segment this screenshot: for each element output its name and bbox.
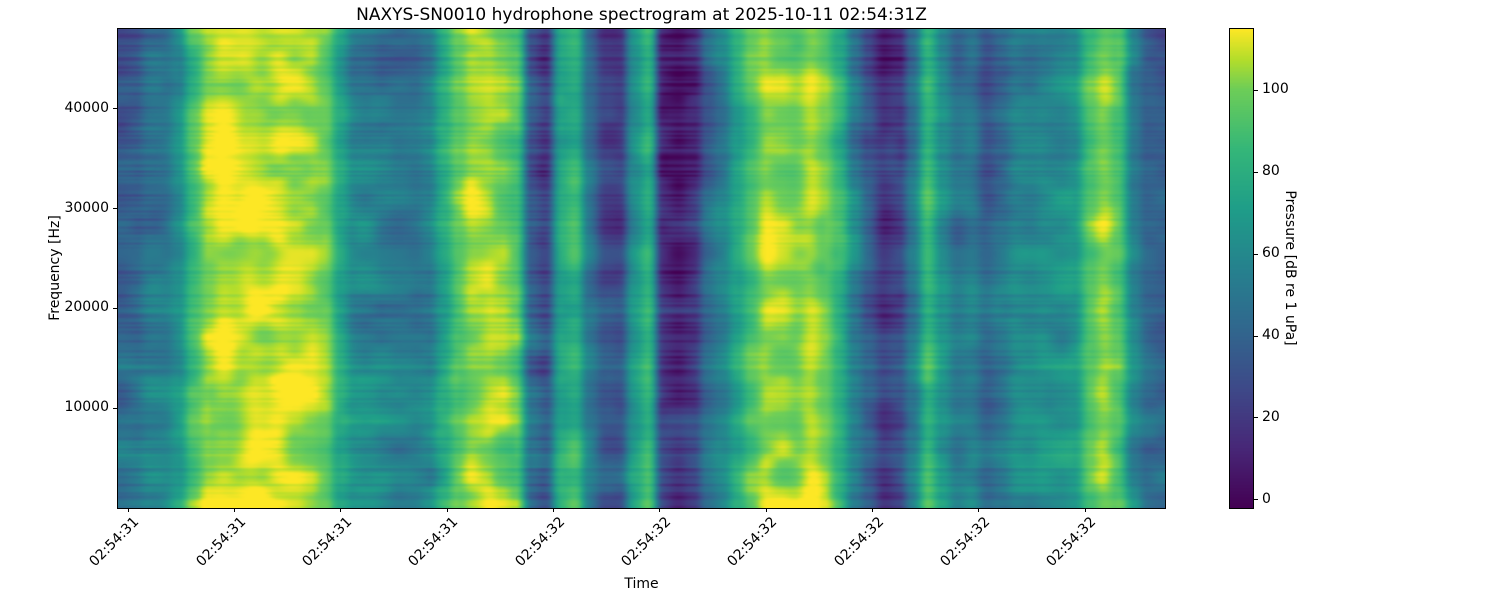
y-tick-label: 20000 — [64, 299, 109, 316]
colorbar-tick-mark — [1254, 171, 1258, 173]
colorbar-tick-mark — [1254, 89, 1258, 91]
colorbar-label: Pressure [dB re 1 uPa] — [1282, 190, 1298, 346]
x-tick-label: 02:54:32 — [724, 514, 781, 570]
colorbar-tick-label: 20 — [1262, 408, 1280, 425]
x-tick-mark — [127, 508, 129, 512]
x-tick-mark — [552, 508, 554, 512]
y-tick-mark — [113, 108, 117, 110]
y-tick-mark — [113, 208, 117, 210]
x-tick-label: 02:54:32 — [618, 514, 675, 570]
colorbar-tick-label: 100 — [1262, 81, 1289, 98]
x-tick-mark — [765, 508, 767, 512]
spectrogram-heatmap — [118, 29, 1165, 508]
colorbar-tick-label: 0 — [1262, 490, 1271, 507]
y-tick-label: 40000 — [64, 99, 109, 116]
x-tick-mark — [659, 508, 661, 512]
x-tick-mark — [446, 508, 448, 512]
x-tick-label: 02:54:31 — [405, 514, 462, 570]
x-tick-mark — [234, 508, 236, 512]
colorbar-tick-label: 40 — [1262, 327, 1280, 344]
plot-area — [117, 28, 1166, 509]
colorbar-tick-mark — [1254, 335, 1258, 337]
colorbar-gradient — [1230, 29, 1253, 508]
colorbar-tick-label: 60 — [1262, 245, 1280, 262]
x-tick-label: 02:54:31 — [299, 514, 356, 570]
y-tick-mark — [113, 407, 117, 409]
y-tick-mark — [113, 307, 117, 309]
y-tick-label: 10000 — [64, 399, 109, 416]
colorbar-tick-mark — [1254, 499, 1258, 501]
x-tick-label: 02:54:31 — [86, 514, 143, 570]
x-tick-mark — [1084, 508, 1086, 512]
colorbar-tick-mark — [1254, 417, 1258, 419]
x-tick-mark — [871, 508, 873, 512]
x-tick-label: 02:54:31 — [193, 514, 249, 570]
x-tick-label: 02:54:32 — [1043, 514, 1100, 570]
x-tick-label: 02:54:32 — [830, 514, 887, 570]
chart-title: NAXYS-SN0010 hydrophone spectrogram at 2… — [356, 5, 927, 25]
colorbar-tick-mark — [1254, 253, 1258, 255]
colorbar — [1229, 28, 1254, 509]
x-tick-mark — [978, 508, 980, 512]
x-tick-mark — [340, 508, 342, 512]
x-tick-label: 02:54:32 — [937, 514, 994, 570]
y-tick-label: 30000 — [64, 199, 109, 216]
x-tick-label: 02:54:32 — [512, 514, 568, 570]
x-axis-label: Time — [624, 576, 659, 592]
colorbar-tick-label: 80 — [1262, 163, 1280, 180]
